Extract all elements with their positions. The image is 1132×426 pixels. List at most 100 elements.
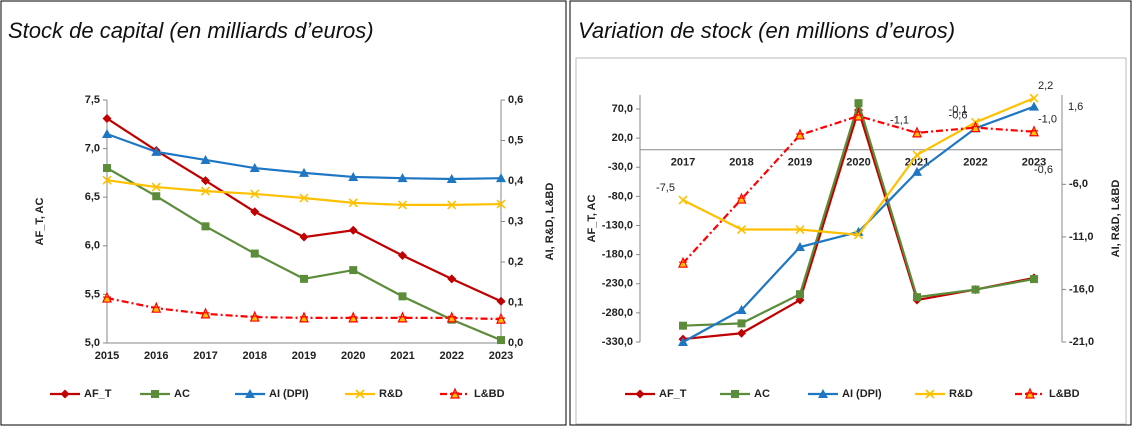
data-point (348, 311, 359, 323)
data-point (913, 293, 921, 302)
y-axis-title: AF_T, AC (586, 195, 598, 243)
y-tick-label: 70,0 (612, 103, 633, 115)
data-point (737, 328, 746, 338)
legend-marker (731, 390, 739, 398)
x-tick-label: 2021 (390, 350, 414, 362)
data-point (446, 311, 457, 323)
y2-axis-title: AI, R&D, L&BD (1110, 180, 1122, 258)
legend-label: AC (174, 388, 190, 400)
data-point (348, 225, 358, 235)
legend-label: AF_T (659, 388, 687, 400)
data-point (1029, 101, 1039, 111)
legend-marker (245, 389, 255, 398)
legend-marker (355, 389, 365, 399)
data-point (970, 121, 981, 133)
data-point (200, 154, 211, 164)
data-point (299, 193, 309, 203)
data-point (348, 198, 358, 208)
data-point (300, 274, 308, 283)
data-point (795, 224, 805, 235)
data-point (1030, 275, 1038, 284)
data-point (447, 200, 457, 210)
data-point (971, 285, 980, 294)
data-point (200, 186, 211, 196)
data-point (250, 189, 260, 199)
data-point (796, 290, 804, 299)
data-label: -0,6 (949, 109, 968, 121)
y-tick-label: 7,0 (85, 143, 100, 155)
data-point (736, 224, 747, 235)
data-point (201, 176, 210, 186)
data-point (496, 199, 506, 209)
y2-tick-label: 0,1 (508, 296, 523, 308)
data-point (1029, 93, 1039, 103)
y2-tick-label: -6,0 (1069, 178, 1088, 190)
data-label: -1,0 (1038, 114, 1057, 126)
data-point (496, 296, 506, 306)
y2-tick-label: -21,0 (1069, 336, 1094, 348)
data-point (102, 113, 112, 123)
legend-label: AI (DPI) (269, 388, 309, 400)
data-point (249, 163, 260, 173)
x-tick-label: 2019 (292, 350, 316, 362)
data-point (853, 230, 864, 240)
x-tick-label: 2017 (193, 350, 217, 362)
data-point (200, 307, 211, 319)
y-tick-label: -30,0 (608, 161, 633, 173)
annotation: -0,6 (1034, 164, 1053, 176)
panel-frame (0, 0, 567, 426)
x-tick-label: 2015 (95, 350, 119, 362)
y2-tick-label: 0,4 (508, 175, 524, 187)
data-point (912, 166, 922, 176)
y-tick-label: -180,0 (602, 249, 633, 261)
y-tick-label: -130,0 (602, 219, 633, 231)
data-point (912, 150, 922, 160)
data-point (736, 304, 747, 314)
data-point (102, 291, 112, 303)
y2-tick-label: 0,5 (508, 134, 523, 146)
data-point (151, 146, 162, 156)
x-tick-label: 2022 (440, 350, 464, 362)
data-point (348, 171, 359, 181)
x-tick-label: 2019 (788, 157, 812, 169)
data-point (102, 129, 112, 139)
data-point (398, 292, 407, 301)
legend-marker (1025, 387, 1035, 399)
legend-marker (450, 387, 460, 399)
data-point (349, 266, 358, 275)
data-point (678, 195, 688, 205)
plot-frame (575, 57, 1127, 425)
data-point (151, 182, 161, 192)
legend-label: R&D (949, 388, 973, 400)
data-point (853, 109, 864, 121)
x-tick-label: 2017 (671, 157, 695, 169)
data-point (398, 251, 407, 261)
legend-marker (60, 389, 70, 399)
y-tick-label: -280,0 (602, 307, 633, 319)
data-point (201, 222, 210, 231)
data-label: -7,5 (656, 182, 675, 194)
data-point (249, 310, 260, 322)
data-point (446, 173, 457, 183)
data-point (103, 164, 111, 173)
data-point (299, 167, 309, 177)
data-point (736, 192, 747, 204)
data-point (151, 301, 162, 313)
data-point (795, 242, 805, 252)
data-point (496, 173, 506, 183)
x-tick-label: 2020 (341, 350, 365, 362)
chart-title: Stock de capital (en milliards d’euros) (8, 18, 374, 43)
data-point (678, 337, 688, 346)
data-point (152, 192, 161, 201)
y-tick-label: 20,0 (612, 132, 633, 144)
data-point (854, 99, 863, 108)
y-tick-label: 5,0 (85, 337, 100, 349)
data-point (678, 256, 688, 268)
data-point (912, 126, 922, 138)
data-point (250, 207, 260, 217)
legend-label: L&BD (1049, 388, 1080, 400)
data-point (497, 336, 505, 345)
panel-frame (569, 0, 1132, 426)
y-tick-label: -230,0 (602, 278, 633, 290)
